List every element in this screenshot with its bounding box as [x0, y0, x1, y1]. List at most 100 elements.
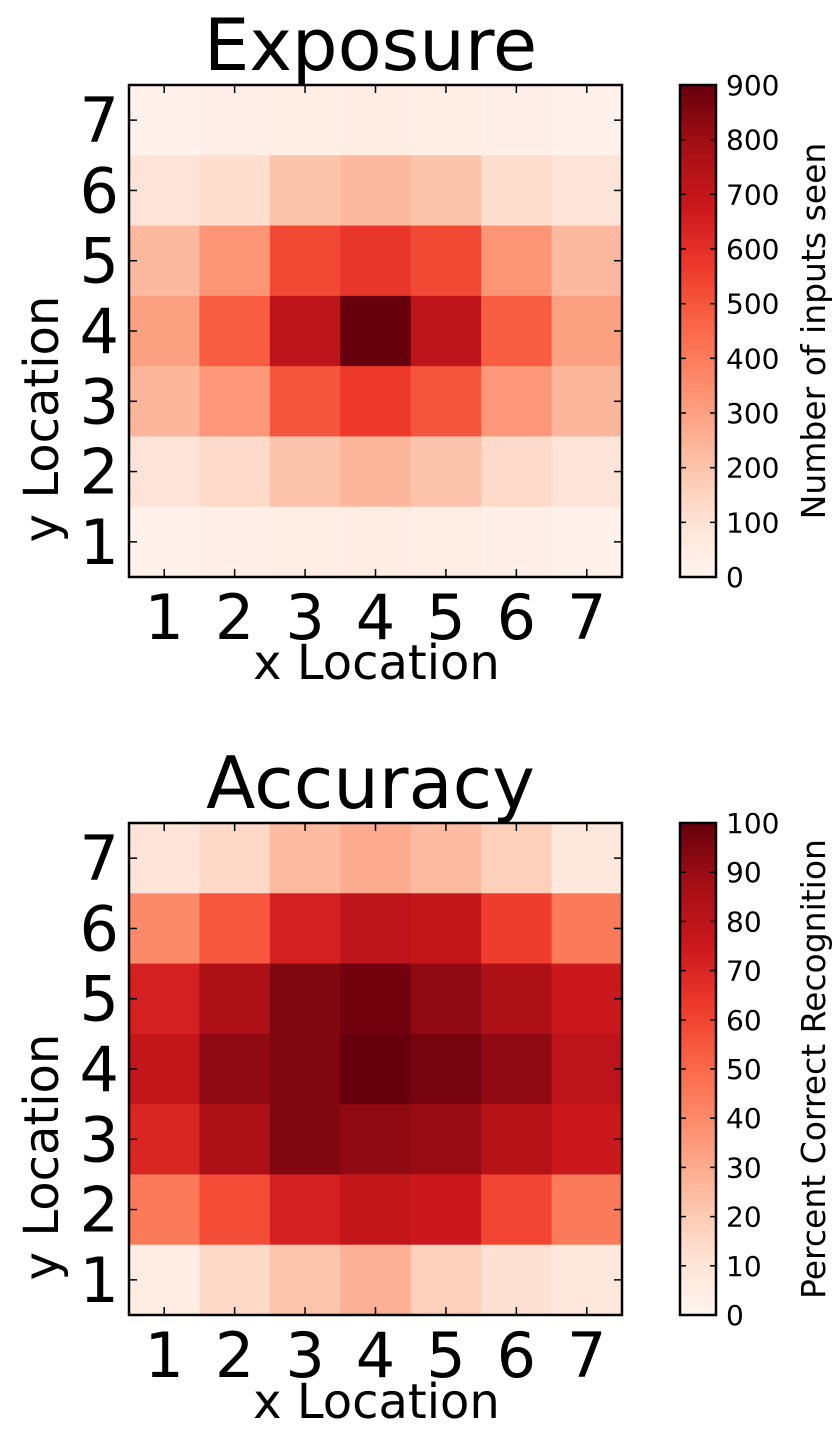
colorbar-gradient-step	[680, 429, 716, 435]
heatmap-cell	[481, 1104, 553, 1176]
colorbar-gradient-step	[680, 392, 716, 398]
colorbar-gradient-step	[680, 232, 716, 238]
heatmap-cell	[340, 225, 412, 297]
colorbar-gradient-step	[680, 294, 716, 299]
colorbar-gradient-step	[680, 458, 716, 463]
heatmap-cell	[481, 823, 553, 894]
colorbar-tick-label: 0	[726, 561, 744, 594]
colorbar-gradient-step	[680, 1023, 716, 1029]
colorbar-gradient-step	[680, 384, 716, 389]
heatmap-cell	[481, 1174, 553, 1246]
heatmap-cell	[340, 85, 412, 156]
heatmap-cell	[269, 1033, 341, 1105]
colorbar-gradient-step	[680, 523, 716, 529]
colorbar-gradient-step	[680, 1122, 716, 1127]
colorbar-gradient-step	[680, 417, 716, 422]
colorbar-gradient-step	[680, 351, 716, 357]
colorbar-tick-label: 100	[726, 807, 779, 840]
colorbar-gradient-step	[680, 413, 716, 418]
colorbar-gradient-step	[680, 1093, 716, 1099]
colorbar-tick-label: 90	[726, 856, 762, 889]
colorbar-gradient-step	[680, 302, 716, 307]
colorbar-gradient-step	[680, 540, 716, 545]
heatmap-cell	[269, 823, 341, 894]
heatmap-cell	[199, 1174, 271, 1246]
colorbar-gradient-step	[680, 249, 716, 254]
heatmap-cell	[551, 1174, 623, 1246]
heatmap-cell	[269, 963, 341, 1035]
heatmap-cell	[340, 155, 412, 227]
colorbar-gradient-step	[680, 187, 716, 193]
colorbar-gradient-step	[680, 273, 716, 279]
colorbar-tick-label: 900	[726, 69, 779, 102]
heatmap-cell	[340, 1244, 412, 1316]
heatmap-cell	[199, 1033, 271, 1105]
colorbar-gradient-step	[680, 503, 716, 508]
colorbar-gradient-step	[680, 257, 716, 262]
colorbar-gradient-step	[680, 1032, 716, 1037]
y-tick-label: 2	[80, 436, 119, 509]
colorbar-gradient-step	[680, 1146, 716, 1152]
heatmap-cell	[129, 436, 201, 508]
colorbar-tick-label: 70	[726, 955, 762, 988]
colorbar-gradient-step	[680, 991, 716, 996]
heatmap-cell	[340, 506, 412, 578]
y-tick-label: 6	[80, 154, 119, 227]
heatmap-cell	[340, 1104, 412, 1176]
heatmap-cell	[551, 963, 623, 1035]
y-axis-label: y Location	[14, 1034, 70, 1281]
colorbar-gradient-step	[680, 396, 716, 402]
colorbar-gradient-step	[680, 896, 716, 902]
heatmap-cell	[269, 85, 341, 156]
colorbar-gradient-step	[680, 1142, 716, 1148]
colorbar-gradient-step	[680, 548, 716, 553]
heatmap-cell	[269, 436, 341, 508]
colorbar-gradient-step	[680, 917, 716, 922]
colorbar-gradient-step	[680, 560, 716, 566]
colorbar-gradient-step	[680, 93, 716, 98]
colorbar-gradient-step	[680, 925, 716, 931]
colorbar-gradient-step	[680, 839, 716, 845]
colorbar-gradient-step	[680, 847, 716, 853]
x-axis-label: x Location	[253, 1374, 500, 1430]
colorbar-gradient-step	[680, 150, 716, 156]
heatmap-cell	[410, 295, 482, 367]
y-axis-label: y Location	[14, 296, 70, 543]
colorbar-gradient-step	[680, 1204, 716, 1209]
heatmap-cell	[340, 295, 412, 367]
colorbar-gradient-step	[680, 138, 716, 143]
colorbar-gradient-step	[680, 478, 716, 484]
colorbar-gradient-step	[680, 974, 716, 980]
x-tick-label: 6	[497, 581, 536, 654]
heatmap-cell	[340, 366, 412, 438]
colorbar-gradient-step	[680, 454, 716, 459]
heatmap-cell	[129, 893, 201, 965]
colorbar-tick-label: 300	[726, 397, 779, 430]
colorbar-gradient-step	[680, 827, 716, 832]
heatmap-cell	[199, 1104, 271, 1176]
colorbar-gradient-step	[680, 519, 716, 525]
colorbar-gradient-step	[680, 486, 716, 492]
heatmap-cell	[199, 823, 271, 894]
heatmap-cell	[481, 893, 553, 965]
heatmap-cell	[410, 893, 482, 965]
colorbar-gradient-step	[680, 495, 716, 500]
heatmap-cell	[410, 436, 482, 508]
colorbar-gradient-step	[680, 183, 716, 189]
colorbar-gradient-step	[680, 999, 716, 1004]
heatmap-cell	[410, 506, 482, 578]
heatmap-cell	[481, 85, 553, 156]
colorbar-gradient-step	[680, 269, 716, 275]
heatmap-cell	[551, 1033, 623, 1105]
colorbar-tick-label: 20	[726, 1201, 762, 1234]
heatmap-cell	[481, 225, 553, 297]
y-tick-label: 5	[80, 225, 119, 298]
heatmap-cell	[551, 1104, 623, 1176]
colorbar-label: Number of inputs seen	[794, 143, 833, 520]
colorbar-tick-label: 800	[726, 124, 779, 157]
heatmap-cell	[129, 225, 201, 297]
heatmap-cell	[199, 436, 271, 508]
heatmap-cell	[481, 366, 553, 438]
heatmap-cell	[410, 1174, 482, 1246]
